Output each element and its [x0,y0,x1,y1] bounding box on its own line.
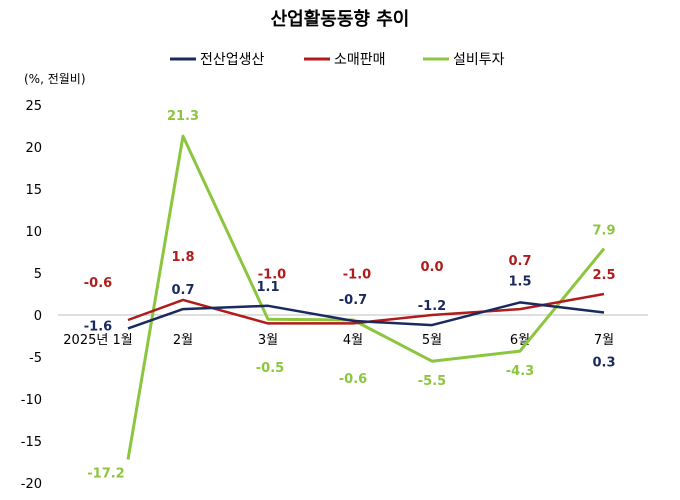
y-tick-label: -10 [21,393,42,408]
x-tick-label: 4월 [343,333,363,348]
data-label: 21.3 [167,109,199,124]
data-label: -0.7 [339,293,367,308]
data-label: 0.7 [171,283,194,298]
data-label: 1.8 [171,250,194,265]
x-tick-label: 2025년 1월 [63,333,132,348]
data-label: -4.3 [506,364,534,379]
data-label: 0.3 [592,355,615,370]
y-tick-label: 10 [25,225,42,240]
data-label: -1.0 [258,267,286,282]
data-label: 1.5 [508,274,531,289]
data-label: 0.0 [420,260,443,275]
y-tick-label: 5 [34,267,42,282]
y-tick-label: -15 [21,435,42,450]
legend-label: 설비투자 [453,52,505,68]
data-label: 1.1 [256,280,279,295]
x-tick-label: 2월 [173,333,193,348]
chart-title: 산업활동동향 추이 [271,9,410,30]
x-tick-label: 7월 [594,333,614,348]
data-label: -0.5 [256,361,284,376]
y-tick-label: 25 [25,99,42,114]
data-label: 0.7 [508,254,531,269]
data-label: -1.0 [343,267,371,282]
y-tick-label: -5 [29,351,42,366]
x-tick-label: 5월 [422,333,442,348]
y-tick-label: 0 [34,309,42,324]
series-lines [126,134,606,460]
legend: 전산업생산 소매판매 설비투자 [170,52,505,68]
data-label: 2.5 [592,268,615,283]
data-labels: -1.6 0.7 1.1 -0.7 -1.2 1.5 0.3 -0.6 1.8 -1.0 -1.0 0… [84,109,616,481]
y-tick-label: -20 [21,477,42,492]
data-label: -17.2 [87,466,124,481]
legend-label: 전산업생산 [200,52,265,68]
data-label: 7.9 [592,224,615,239]
legend-label: 소매판매 [334,52,386,68]
data-label: -5.5 [418,374,446,389]
data-label: -1.2 [418,299,446,314]
series-line [127,301,605,330]
y-axis: 25 20 15 10 5 0 -5 -10 -15 -20 [21,99,42,492]
y-unit-label: (%, 전월비) [24,72,86,86]
data-label: -1.6 [84,319,112,334]
data-label: -0.6 [84,276,112,291]
y-tick-label: 15 [25,183,42,198]
y-tick-label: 20 [25,141,42,156]
series-line [127,292,605,325]
x-tick-label: 3월 [258,333,278,348]
data-label: -0.6 [339,372,367,387]
